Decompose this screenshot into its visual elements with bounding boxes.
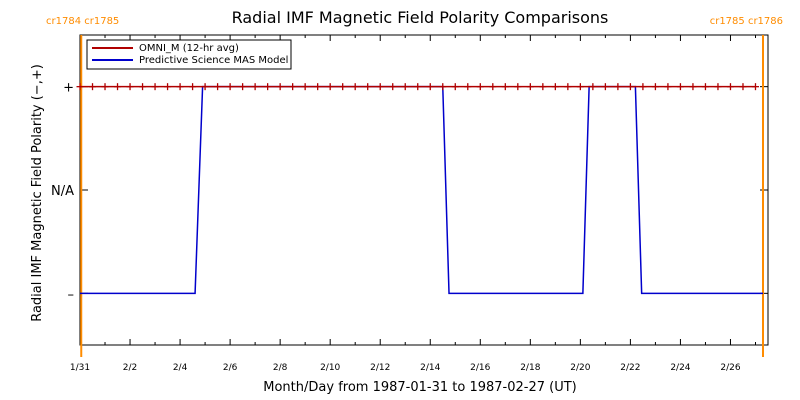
y-tick-label: N/A bbox=[51, 184, 74, 199]
omni-data-point bbox=[214, 83, 222, 91]
omni-data-point bbox=[189, 83, 197, 91]
x-tick-label: 2/26 bbox=[720, 363, 740, 373]
omni-data-point bbox=[526, 83, 534, 91]
omni-data-point bbox=[201, 83, 209, 91]
omni-data-point bbox=[264, 83, 272, 91]
carrington-rotation-lines bbox=[80, 35, 764, 357]
x-tick-label: 2/2 bbox=[123, 363, 137, 373]
omni-data-point bbox=[464, 83, 472, 91]
omni-data-point bbox=[639, 83, 647, 91]
omni-data-point bbox=[539, 83, 547, 91]
y-tick-label: + bbox=[63, 81, 74, 96]
omni-data-point bbox=[164, 83, 172, 91]
omni-data-point bbox=[76, 83, 84, 91]
x-tick-label: 1/31 bbox=[70, 363, 90, 373]
x-tick-label: 2/18 bbox=[520, 363, 540, 373]
omni-data-point bbox=[301, 83, 309, 91]
omni-data-point bbox=[101, 83, 109, 91]
omni-data-point bbox=[601, 83, 609, 91]
omni-data-point bbox=[701, 83, 709, 91]
omni-data-point bbox=[176, 83, 184, 91]
omni-data-point bbox=[714, 83, 722, 91]
omni-data-point bbox=[126, 83, 134, 91]
y-axis-label: Radial IMF Magnetic Field Polarity (−,+) bbox=[30, 64, 45, 322]
x-tick-label: 2/10 bbox=[320, 363, 340, 373]
legend-label-omni: OMNI_M (12-hr avg) bbox=[139, 43, 239, 54]
x-tick-label: 2/14 bbox=[420, 363, 440, 373]
omni-data-point bbox=[614, 83, 622, 91]
omni-data-point bbox=[151, 83, 159, 91]
omni-data-point bbox=[664, 83, 672, 91]
omni-data-point bbox=[326, 83, 334, 91]
omni-data-point bbox=[439, 83, 447, 91]
omni-data-point bbox=[276, 83, 284, 91]
omni-data-point bbox=[314, 83, 322, 91]
omni-data-point bbox=[551, 83, 559, 91]
omni-data-point bbox=[576, 83, 584, 91]
carrington-label-left: cr1784 cr1785 bbox=[46, 16, 119, 27]
x-axis: 1/31 2/2 2/4 2/6 2/8 2/10 2/12 2/14 2/16 2/18 2/20… bbox=[70, 35, 756, 373]
series-layer bbox=[76, 83, 763, 295]
omni-data-point bbox=[589, 83, 597, 91]
omni-data-point bbox=[739, 83, 747, 91]
plot-frame bbox=[79, 34, 769, 346]
omni-data-point bbox=[289, 83, 297, 91]
omni-data-point bbox=[751, 83, 759, 91]
x-tick-label: 2/4 bbox=[173, 363, 188, 373]
x-tick-label: 2/22 bbox=[620, 363, 640, 373]
omni-data-point bbox=[351, 83, 359, 91]
omni-data-point bbox=[451, 83, 459, 91]
omni-data-point bbox=[489, 83, 497, 91]
omni-data-point bbox=[139, 83, 147, 91]
y-tick-label: – bbox=[68, 287, 75, 302]
omni-data-point bbox=[651, 83, 659, 91]
carrington-label-right: cr1785 cr1786 bbox=[710, 16, 783, 27]
omni-data-point bbox=[501, 83, 509, 91]
omni-data-point bbox=[689, 83, 697, 91]
chart-title: Radial IMF Magnetic Field Polarity Compa… bbox=[232, 8, 609, 27]
omni-data-point bbox=[426, 83, 434, 91]
x-tick-label: 2/8 bbox=[273, 363, 288, 373]
x-tick-label: 2/12 bbox=[370, 363, 390, 373]
legend: OMNI_M (12-hr avg) Predictive Science MA… bbox=[86, 39, 292, 70]
x-tick-label: 2/24 bbox=[670, 363, 690, 373]
omni-data-point bbox=[476, 83, 484, 91]
legend-box bbox=[86, 39, 292, 70]
omni-data-point bbox=[389, 83, 397, 91]
x-tick-label: 2/6 bbox=[223, 363, 238, 373]
omni-data-point bbox=[364, 83, 372, 91]
x-axis-label: Month/Day from 1987-01-31 to 1987-02-27 … bbox=[263, 380, 576, 395]
omni-data-point bbox=[414, 83, 422, 91]
omni-data-point bbox=[676, 83, 684, 91]
omni-data-point bbox=[89, 83, 97, 91]
omni-data-point bbox=[514, 83, 522, 91]
omni-data-point bbox=[376, 83, 384, 91]
omni-data-point bbox=[401, 83, 409, 91]
omni-data-point bbox=[339, 83, 347, 91]
omni-data-point bbox=[226, 83, 234, 91]
y-axis: + N/A – bbox=[51, 81, 768, 302]
omni-data-point bbox=[726, 83, 734, 91]
x-tick-label: 2/20 bbox=[570, 363, 590, 373]
omni-data-point bbox=[114, 83, 122, 91]
series-line-mas bbox=[80, 85, 763, 295]
omni-data-point bbox=[251, 83, 259, 91]
omni-data-point bbox=[626, 83, 634, 91]
legend-label-mas: Predictive Science MAS Model bbox=[139, 55, 288, 66]
omni-data-point bbox=[239, 83, 247, 91]
omni-data-point bbox=[564, 83, 572, 91]
x-tick-label: 2/16 bbox=[470, 363, 490, 373]
